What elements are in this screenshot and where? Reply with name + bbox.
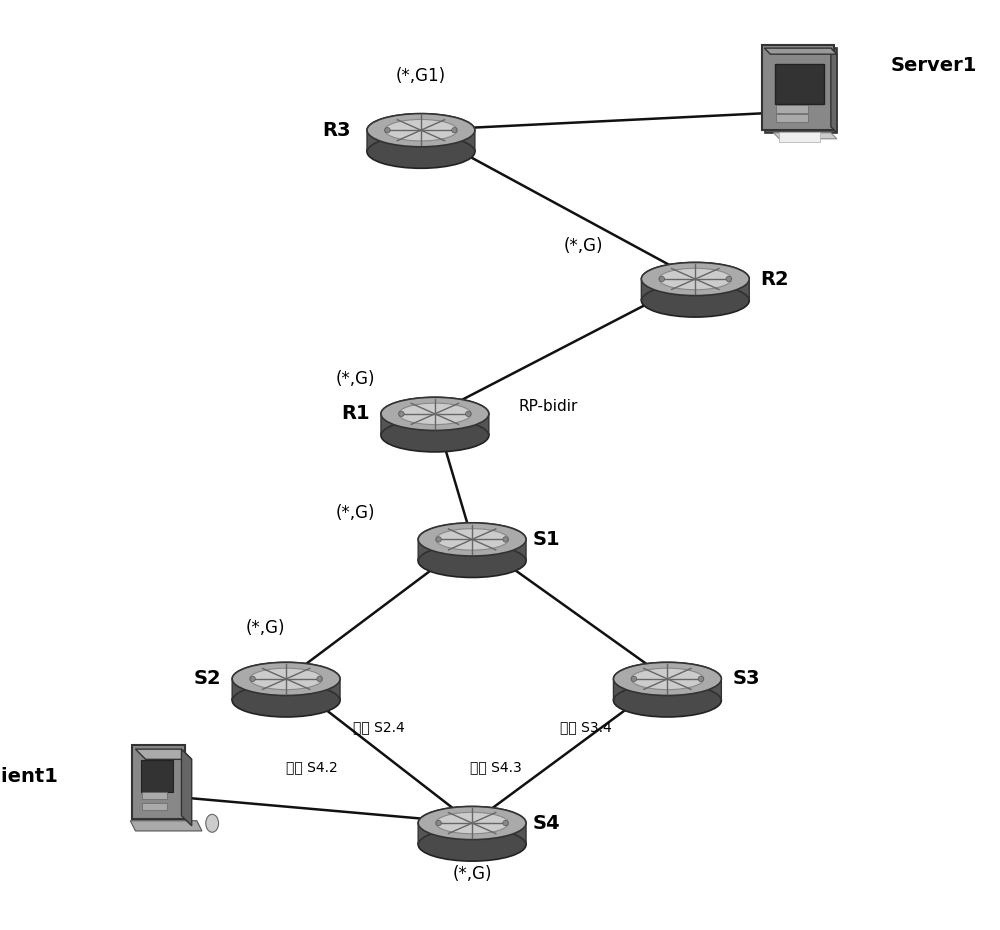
Text: Server1: Server1 bbox=[891, 56, 977, 74]
Ellipse shape bbox=[418, 544, 526, 578]
Ellipse shape bbox=[631, 668, 704, 690]
Ellipse shape bbox=[641, 284, 749, 317]
Polygon shape bbox=[418, 523, 526, 561]
Circle shape bbox=[436, 537, 441, 542]
Circle shape bbox=[659, 276, 665, 282]
Polygon shape bbox=[135, 750, 192, 759]
Polygon shape bbox=[181, 750, 192, 826]
Circle shape bbox=[385, 127, 390, 133]
Ellipse shape bbox=[418, 523, 526, 556]
FancyBboxPatch shape bbox=[775, 64, 824, 104]
FancyBboxPatch shape bbox=[132, 746, 185, 819]
Circle shape bbox=[399, 411, 404, 417]
Ellipse shape bbox=[418, 806, 526, 840]
Text: 接口 S4.3: 接口 S4.3 bbox=[470, 760, 522, 775]
Ellipse shape bbox=[250, 668, 323, 690]
Polygon shape bbox=[381, 397, 489, 435]
Polygon shape bbox=[773, 133, 837, 139]
Ellipse shape bbox=[613, 684, 721, 717]
Ellipse shape bbox=[418, 828, 526, 861]
Circle shape bbox=[726, 276, 731, 282]
Polygon shape bbox=[367, 113, 475, 152]
FancyBboxPatch shape bbox=[765, 48, 837, 133]
Text: R2: R2 bbox=[760, 270, 789, 288]
Text: S4: S4 bbox=[533, 814, 560, 832]
Text: 接口 S2.4: 接口 S2.4 bbox=[353, 720, 405, 735]
Circle shape bbox=[317, 676, 322, 682]
Text: S3: S3 bbox=[733, 670, 760, 688]
Ellipse shape bbox=[641, 262, 749, 296]
Ellipse shape bbox=[398, 403, 471, 425]
Ellipse shape bbox=[367, 135, 475, 168]
Circle shape bbox=[466, 411, 471, 417]
Polygon shape bbox=[641, 262, 749, 300]
Circle shape bbox=[503, 820, 508, 826]
FancyBboxPatch shape bbox=[142, 792, 167, 799]
Ellipse shape bbox=[385, 119, 457, 141]
Ellipse shape bbox=[206, 815, 219, 832]
Circle shape bbox=[698, 676, 704, 682]
FancyBboxPatch shape bbox=[762, 46, 834, 129]
Circle shape bbox=[452, 127, 457, 133]
Text: Client1: Client1 bbox=[0, 767, 58, 786]
Text: (*,G1): (*,G1) bbox=[396, 67, 446, 86]
Text: 接口 S4.2: 接口 S4.2 bbox=[286, 760, 338, 775]
FancyBboxPatch shape bbox=[142, 804, 167, 810]
Ellipse shape bbox=[381, 397, 489, 431]
Text: (*,G): (*,G) bbox=[452, 865, 492, 884]
Circle shape bbox=[631, 676, 637, 682]
Ellipse shape bbox=[436, 812, 509, 834]
FancyBboxPatch shape bbox=[776, 113, 808, 122]
Text: S2: S2 bbox=[193, 670, 221, 688]
Circle shape bbox=[503, 537, 508, 542]
Ellipse shape bbox=[381, 418, 489, 452]
Text: (*,G): (*,G) bbox=[336, 504, 376, 523]
Text: S1: S1 bbox=[533, 530, 560, 549]
Text: (*,G): (*,G) bbox=[564, 237, 603, 256]
Text: RP-bidir: RP-bidir bbox=[519, 399, 578, 414]
FancyBboxPatch shape bbox=[141, 760, 173, 792]
Ellipse shape bbox=[367, 113, 475, 147]
Text: 接口 S3.4: 接口 S3.4 bbox=[560, 720, 612, 735]
Ellipse shape bbox=[659, 268, 732, 290]
Polygon shape bbox=[613, 662, 721, 700]
Polygon shape bbox=[232, 662, 340, 700]
Polygon shape bbox=[831, 48, 837, 133]
Text: R1: R1 bbox=[341, 405, 370, 423]
Polygon shape bbox=[764, 48, 837, 54]
Ellipse shape bbox=[436, 528, 509, 551]
Polygon shape bbox=[130, 821, 202, 831]
Ellipse shape bbox=[232, 662, 340, 696]
Text: (*,G): (*,G) bbox=[336, 370, 376, 389]
Circle shape bbox=[436, 820, 441, 826]
Ellipse shape bbox=[613, 662, 721, 696]
FancyBboxPatch shape bbox=[779, 132, 820, 141]
Polygon shape bbox=[418, 806, 526, 844]
Ellipse shape bbox=[232, 684, 340, 717]
Text: R3: R3 bbox=[323, 121, 351, 140]
Circle shape bbox=[250, 676, 255, 682]
FancyBboxPatch shape bbox=[776, 105, 808, 113]
Text: (*,G): (*,G) bbox=[246, 618, 285, 637]
